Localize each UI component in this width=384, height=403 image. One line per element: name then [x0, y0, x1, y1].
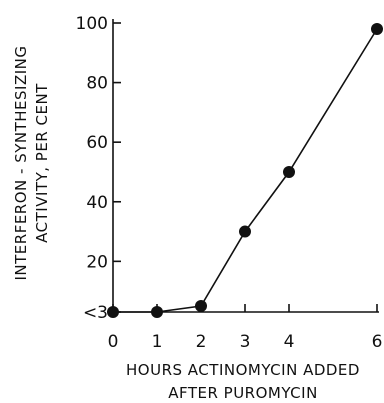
data-point [371, 22, 383, 35]
y-tick-label: 60 [86, 133, 108, 153]
data-point [195, 300, 207, 313]
y-axis-title-line-1: INTERFERON - SYNTHESIZING [12, 45, 30, 280]
y-axis-title-line-2: ACTIVITY, PER CENT [33, 83, 51, 243]
data-point [107, 306, 119, 318]
x-tick-label: 1 [152, 332, 163, 352]
data-point [151, 306, 163, 318]
axes [112, 19, 379, 313]
y-tick-label: 100 [76, 14, 108, 34]
y-tick-label: <3 [83, 303, 108, 323]
y-tick-label: 40 [86, 193, 108, 213]
data-point [283, 165, 295, 178]
data-point [239, 225, 251, 238]
x-tick-label: 6 [372, 332, 383, 352]
series-line [113, 28, 378, 313]
x-tick-label: 0 [108, 332, 119, 352]
y-tick-label: 80 [86, 74, 108, 94]
y-ticks: <3 20 40 60 80 100 [76, 14, 121, 323]
x-tick-label: 3 [240, 332, 251, 352]
y-tick-label: 20 [86, 252, 108, 272]
x-axis-title-line-2: AFTER PUROMYCIN [168, 384, 318, 402]
series [107, 22, 383, 318]
x-tick-label: 2 [196, 332, 207, 352]
x-tick-label: 4 [284, 332, 295, 352]
x-axis-title-line-1: HOURS ACTINOMYCIN ADDED [126, 361, 360, 379]
